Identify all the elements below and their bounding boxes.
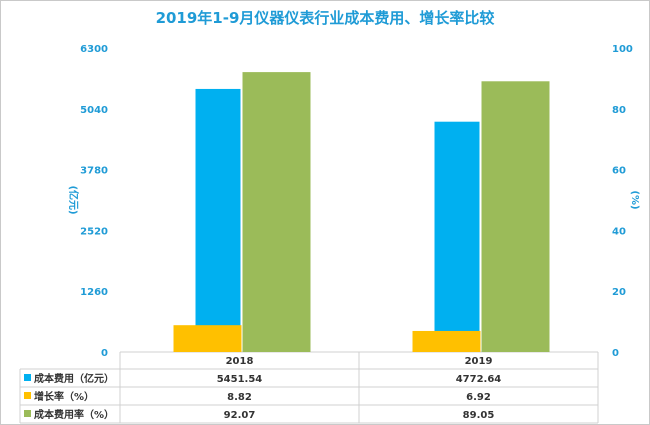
y-left-tick-label: 2520: [80, 226, 108, 237]
bar-growth-2019: [412, 330, 481, 352]
bar-cost-rate-2019: [481, 81, 550, 353]
y-left-tick-label: 3780: [80, 166, 108, 177]
bar-cost-2019: [434, 121, 480, 353]
bar-growth-2018: [173, 325, 242, 352]
legend-key: [24, 374, 31, 381]
data-label: 5451.54: [217, 374, 263, 385]
data-label: 92.07: [224, 410, 256, 421]
data-label: 8.82: [227, 392, 252, 403]
bar-cost-rate-2018: [242, 72, 311, 352]
y-left-tick-label: 5040: [80, 105, 108, 116]
x-tick-label: 2018: [226, 356, 254, 367]
y-right-axis-title: (%): [629, 190, 640, 209]
legend-key: [24, 392, 31, 399]
chart-title: 2019年1-9月仪器仪表行业成本费用、增长率比较: [155, 9, 495, 27]
y-left-axis-title: (亿元): [67, 185, 80, 214]
y-left-tick-label: 6300: [80, 44, 108, 55]
y-right-tick-label: 20: [612, 287, 626, 298]
bar-cost-2018: [195, 88, 241, 352]
y-right-tick-label: 0: [612, 348, 619, 359]
legend-label: 增长率（%）: [34, 390, 94, 403]
y-right-tick-label: 40: [612, 226, 626, 237]
data-label: 6.92: [466, 392, 491, 403]
y-right-tick-label: 60: [612, 166, 626, 177]
legend-label: 成本费用率（%）: [34, 408, 114, 421]
y-left-tick-label: 1260: [80, 287, 108, 298]
legend-label: 成本费用（亿元）: [34, 372, 114, 385]
y-left-tick-label: 0: [101, 348, 108, 359]
legend-key: [24, 410, 31, 417]
y-right-tick-label: 80: [612, 105, 626, 116]
y-right-tick-label: 100: [612, 44, 633, 55]
data-label: 4772.64: [456, 374, 502, 385]
x-tick-label: 2019: [465, 356, 493, 367]
data-label: 89.05: [463, 410, 495, 421]
